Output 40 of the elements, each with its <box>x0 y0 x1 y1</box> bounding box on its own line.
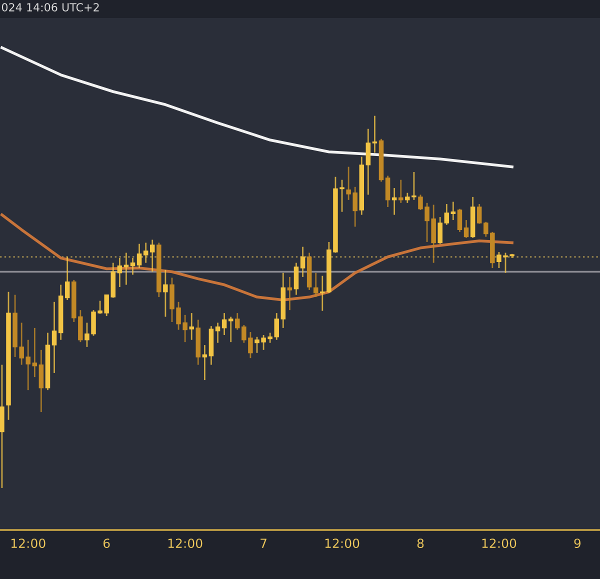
candlestick <box>228 316 234 343</box>
text: 024 14:06 UTC+2 <box>2 3 99 12</box>
candlestick <box>398 179 404 204</box>
candlestick <box>52 301 57 374</box>
candlestick <box>294 262 299 296</box>
candlestick <box>124 252 129 286</box>
x-tick-label: 7 <box>260 538 266 548</box>
candlestick <box>163 269 168 318</box>
candlestick <box>438 216 442 245</box>
candlestick <box>476 203 482 224</box>
candlestick <box>385 175 390 208</box>
candlestick <box>117 257 122 288</box>
candlestick <box>444 203 450 226</box>
candlestick <box>457 208 462 233</box>
candlestick <box>150 239 155 272</box>
candlestick <box>143 242 148 264</box>
x-tick-label: 6 <box>103 538 110 548</box>
candlestick <box>300 246 306 278</box>
candlestick <box>38 349 44 413</box>
candlestick <box>222 312 227 336</box>
candlestick <box>215 322 220 344</box>
x-tick-label: 8 <box>417 538 424 548</box>
x-tick-label: 12:00 <box>482 538 516 548</box>
candlestick <box>313 272 318 298</box>
candlestick <box>464 219 469 239</box>
x-tick-label: 12:00 <box>11 538 46 548</box>
candlestick <box>136 243 142 269</box>
candlestick <box>189 312 194 341</box>
candlestick <box>287 276 292 311</box>
candlestick <box>366 128 371 196</box>
candlestick <box>372 115 378 154</box>
x-tick-label: 9 <box>574 538 581 548</box>
x-tick-label: 12:00 <box>325 538 360 548</box>
candlestick <box>202 344 208 381</box>
candlestick <box>32 327 38 378</box>
candlestick <box>130 257 136 276</box>
candlestick <box>64 256 70 301</box>
x-tick-label: 12:00 <box>168 538 202 548</box>
candlestick <box>392 187 397 216</box>
candlestick <box>450 201 456 221</box>
